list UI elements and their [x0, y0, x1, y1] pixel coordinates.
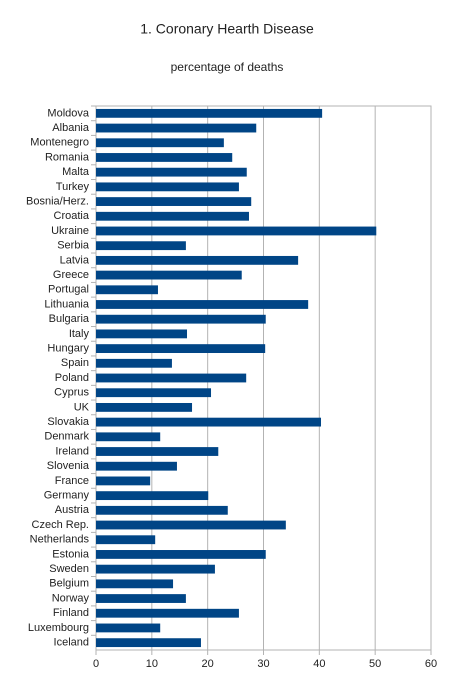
y-tick-label: UK: [74, 401, 90, 413]
x-tick-label: 30: [257, 658, 269, 670]
bar: [96, 241, 186, 251]
x-tick-label: 40: [313, 658, 325, 670]
y-tick-label: Moldova: [47, 107, 89, 119]
bar: [96, 535, 156, 545]
bar: [96, 432, 161, 442]
y-tick-label: Greece: [53, 269, 89, 281]
y-tick-label: Austria: [55, 504, 90, 516]
y-tick-label: France: [55, 475, 89, 487]
bar: [96, 197, 252, 206]
y-tick-label: Norway: [52, 592, 90, 604]
bar: [96, 255, 299, 265]
bar: [96, 358, 172, 368]
bar: [96, 388, 212, 398]
bar: [96, 402, 193, 412]
y-tick-label: Malta: [62, 166, 90, 178]
y-tick-label: Ukraine: [51, 225, 89, 237]
x-tick-label: 0: [93, 658, 99, 670]
bar: [96, 638, 201, 648]
y-tick-label: Denmark: [44, 431, 89, 443]
bar: [96, 182, 239, 192]
y-tick-label: Romania: [45, 151, 90, 163]
y-tick-label: Czech Rep.: [32, 519, 89, 531]
bar: [96, 461, 177, 471]
y-tick-label: Slovenia: [47, 460, 90, 472]
bar: [96, 153, 233, 162]
bar: [96, 520, 286, 530]
y-tick-label: Croatia: [54, 210, 90, 222]
y-tick-label: Slovakia: [47, 416, 89, 428]
bar: [96, 505, 228, 515]
bar: [96, 167, 247, 177]
bar: [96, 550, 266, 559]
y-tick-label: Latvia: [60, 254, 90, 266]
bar: [96, 373, 247, 383]
chart-subtitle: percentage of deaths: [171, 60, 284, 74]
y-tick-label: Montenegro: [30, 137, 89, 149]
bar: [96, 314, 266, 324]
bar: [96, 579, 174, 589]
bar: [96, 123, 257, 133]
y-tick-label: Cyprus: [54, 387, 89, 399]
y-tick-label: Spain: [61, 357, 89, 369]
bar: [96, 226, 377, 236]
y-tick-label: Netherlands: [30, 534, 90, 546]
x-tick-label: 10: [146, 658, 158, 670]
y-tick-label: Bosnia/Herz.: [26, 195, 89, 207]
y-tick-label: Iceland: [54, 637, 89, 649]
bar: [96, 211, 249, 221]
bar: [96, 300, 309, 309]
y-tick-label: Turkey: [56, 181, 90, 193]
y-tick-label: Portugal: [48, 284, 89, 296]
x-tick-label: 20: [202, 658, 214, 670]
bar: [96, 417, 322, 427]
bar: [96, 564, 215, 574]
y-tick-label: Lithuania: [44, 298, 90, 310]
bar: [96, 608, 239, 618]
y-tick-label: Belgium: [49, 578, 89, 590]
bar: [96, 623, 161, 633]
x-tick-label: 50: [369, 658, 381, 670]
y-tick-label: Luxembourg: [28, 622, 89, 634]
y-tick-label: Albania: [52, 122, 90, 134]
y-tick-label: Sweden: [49, 563, 89, 575]
y-tick-label: Italy: [69, 328, 90, 340]
bar: [96, 344, 266, 354]
bar: [96, 447, 219, 456]
bar: [96, 476, 151, 486]
y-tick-label: Finland: [53, 607, 89, 619]
y-tick-label: Bulgaria: [49, 313, 90, 325]
bar: [96, 138, 224, 148]
bar: [96, 594, 186, 603]
bar: [96, 329, 188, 339]
bar: [96, 270, 242, 280]
y-tick-label: Germany: [44, 490, 90, 502]
bar: [96, 491, 209, 501]
bar: [96, 285, 158, 295]
y-tick-label: Poland: [55, 372, 89, 384]
y-tick-label: Serbia: [57, 240, 90, 252]
y-tick-label: Hungary: [47, 343, 89, 355]
chart-title: 1. Coronary Hearth Disease: [140, 21, 314, 37]
y-tick-label: Estonia: [52, 548, 90, 560]
y-tick-label: Ireland: [55, 445, 89, 457]
x-tick-label: 60: [425, 658, 437, 670]
bar: [96, 108, 323, 118]
